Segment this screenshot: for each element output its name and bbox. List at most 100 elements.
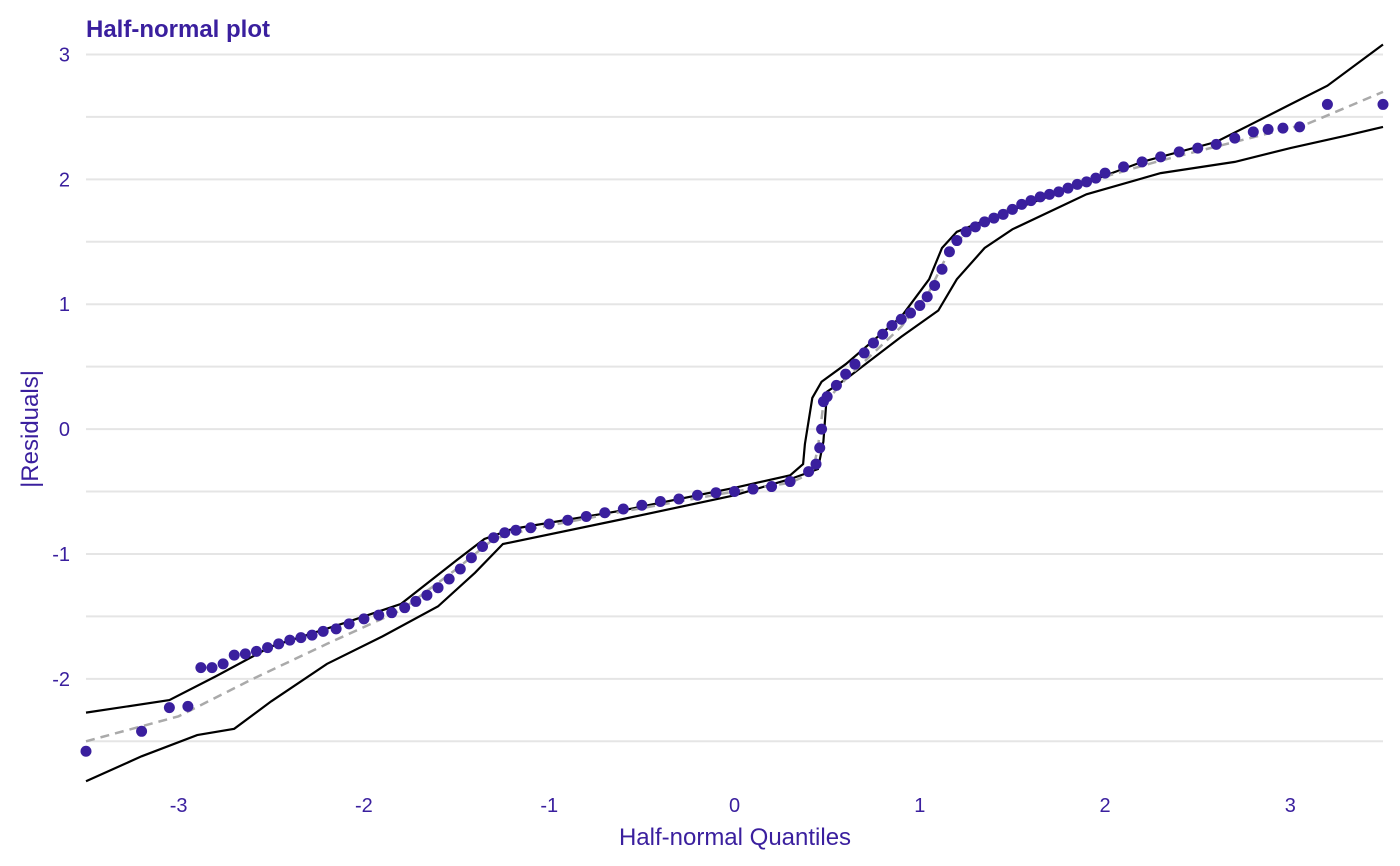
- y-axis-title: |Residuals|: [17, 370, 44, 488]
- residual-point: [1053, 186, 1065, 198]
- grid-lines: [86, 53, 1383, 743]
- residual-point: [988, 212, 1000, 224]
- residual-point: [979, 216, 991, 228]
- residual-point: [1006, 203, 1018, 215]
- residual-point: [943, 246, 955, 258]
- residual-point: [1377, 98, 1389, 110]
- residual-point: [895, 313, 907, 325]
- residual-point: [710, 487, 722, 499]
- residual-point: [654, 496, 666, 508]
- residual-point: [262, 642, 274, 654]
- y-tick-label: 1: [59, 294, 70, 316]
- residual-point: [432, 582, 444, 594]
- residual-point: [1277, 122, 1289, 134]
- residual-point: [997, 208, 1009, 220]
- residual-point: [562, 514, 574, 526]
- residual-point: [421, 589, 433, 601]
- x-tick-label: 1: [914, 795, 925, 817]
- residual-points: [80, 98, 1389, 757]
- residual-point: [228, 649, 240, 661]
- residual-point: [914, 299, 926, 311]
- residual-point: [1016, 198, 1028, 210]
- residual-point: [960, 226, 972, 238]
- residual-point: [840, 368, 852, 380]
- residual-point: [163, 702, 175, 714]
- residual-point: [358, 613, 370, 625]
- residual-point: [830, 379, 842, 391]
- residual-point: [343, 618, 355, 630]
- residual-point: [1294, 121, 1306, 133]
- residual-point: [673, 493, 685, 505]
- residual-point: [636, 499, 648, 511]
- residual-point: [206, 662, 218, 674]
- residual-point: [784, 476, 796, 488]
- y-tick-label: 2: [59, 169, 70, 191]
- residual-point: [810, 458, 822, 470]
- residual-point: [317, 625, 329, 637]
- x-tick-label: -2: [355, 795, 373, 817]
- chart-title: Half-normal plot: [86, 16, 270, 43]
- residual-point: [816, 423, 828, 435]
- simulation-envelope: [85, 43, 1384, 783]
- residual-point: [886, 319, 898, 331]
- residual-point: [499, 527, 511, 539]
- residual-point: [905, 307, 917, 319]
- residual-point: [1173, 146, 1185, 158]
- residual-point: [1090, 172, 1102, 184]
- x-tick-label: 3: [1285, 795, 1296, 817]
- residual-point: [284, 634, 296, 646]
- residual-point: [729, 486, 740, 498]
- residual-point: [1071, 178, 1083, 190]
- residual-point: [599, 507, 611, 519]
- residual-point: [1136, 156, 1148, 168]
- residual-point: [747, 483, 759, 495]
- residual-point: [443, 573, 455, 585]
- residual-point: [921, 291, 933, 303]
- residual-point: [1118, 161, 1130, 173]
- residual-point: [1321, 98, 1333, 110]
- residual-point: [1210, 138, 1222, 150]
- residual-point: [1155, 151, 1167, 163]
- residual-point: [951, 235, 963, 247]
- residual-point: [580, 511, 592, 523]
- envelope-lower-line: [85, 125, 1384, 783]
- x-tick-label: 2: [1100, 795, 1111, 817]
- residual-point: [969, 221, 981, 233]
- residual-point: [477, 540, 489, 552]
- residual-point: [80, 745, 92, 757]
- residual-point: [465, 552, 477, 564]
- residual-point: [1043, 188, 1055, 200]
- residual-point: [766, 481, 778, 493]
- residual-point: [803, 466, 815, 478]
- envelope-upper-line: [85, 43, 1384, 714]
- y-axis-ticks: -2 -1 0 1 2 3: [52, 44, 70, 690]
- residual-point: [1262, 123, 1274, 135]
- residual-point: [136, 725, 148, 737]
- residual-point: [849, 358, 861, 370]
- residual-point: [386, 607, 398, 619]
- x-tick-label: -1: [540, 795, 558, 817]
- y-tick-label: -1: [52, 544, 70, 566]
- residual-point: [877, 328, 889, 340]
- residual-point: [295, 632, 307, 644]
- y-tick-label: -2: [52, 669, 70, 691]
- residual-point: [814, 442, 826, 454]
- residual-point: [239, 648, 251, 660]
- residual-point: [510, 524, 522, 536]
- residual-point: [195, 662, 207, 674]
- residual-point: [1062, 182, 1074, 194]
- residual-point: [330, 623, 342, 635]
- y-tick-label: 0: [59, 419, 70, 441]
- residual-point: [399, 602, 411, 614]
- residual-point: [217, 658, 229, 670]
- residual-point: [691, 489, 703, 501]
- residual-point: [867, 337, 879, 349]
- residual-point: [306, 629, 318, 641]
- residual-point: [1247, 126, 1259, 138]
- residual-point: [488, 532, 500, 544]
- residual-point: [1081, 176, 1093, 188]
- residual-point: [821, 391, 833, 403]
- y-tick-label: 3: [59, 44, 70, 66]
- residual-point: [410, 595, 422, 607]
